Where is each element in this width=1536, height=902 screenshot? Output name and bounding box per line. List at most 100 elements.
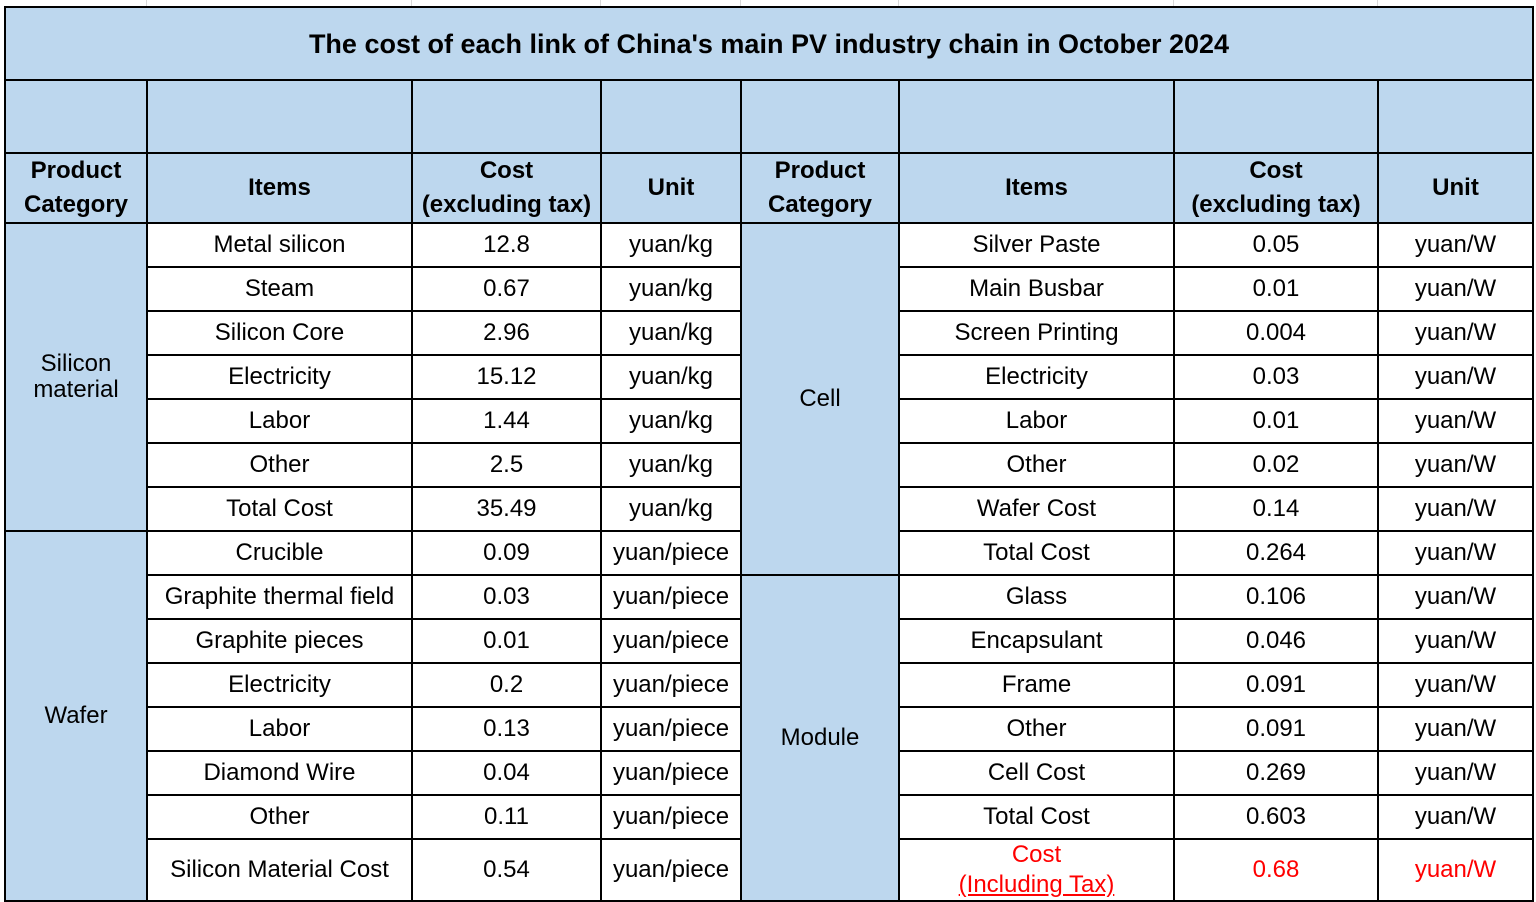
unit-cell[interactable]: yuan/piece	[600, 574, 742, 620]
item-cell[interactable]: Total Cost	[146, 486, 413, 532]
unit-cell[interactable]: yuan/piece	[600, 838, 742, 902]
cost-cell[interactable]: 0.269	[1173, 750, 1379, 796]
unit-cell[interactable]: yuan/kg	[600, 486, 742, 532]
unit-cell[interactable]: yuan/W	[1376, 618, 1535, 664]
cost-cell[interactable]: 0.05	[1173, 222, 1379, 268]
cost-cell[interactable]: 0.67	[411, 266, 602, 312]
unit-cell[interactable]: yuan/piece	[600, 794, 742, 840]
item-cell[interactable]: Cell Cost	[898, 750, 1175, 796]
cost-cell[interactable]: 0.14	[1173, 486, 1379, 532]
unit-cell[interactable]: yuan/piece	[600, 662, 742, 708]
item-cell[interactable]: Labor	[146, 398, 413, 444]
cost-cell[interactable]: 0.03	[1173, 354, 1379, 400]
unit-cell[interactable]: yuan/kg	[600, 222, 742, 268]
cost-cell[interactable]: 0.004	[1173, 310, 1379, 356]
item-cell[interactable]: Electricity	[146, 662, 413, 708]
unit-cell[interactable]: yuan/kg	[600, 354, 742, 400]
unit-cell[interactable]: yuan/W	[1376, 398, 1535, 444]
item-cell[interactable]: Main Busbar	[898, 266, 1175, 312]
cost-cell[interactable]: 2.5	[411, 442, 602, 488]
header-items-right[interactable]: Items	[898, 152, 1175, 224]
item-cell[interactable]: Screen Printing	[898, 310, 1175, 356]
cost-cell[interactable]: 0.13	[411, 706, 602, 752]
item-cell[interactable]: Frame	[898, 662, 1175, 708]
item-cell[interactable]: Labor	[898, 398, 1175, 444]
header-cost-right[interactable]: Cost (excluding tax)	[1173, 152, 1379, 224]
unit-cell[interactable]: yuan/W	[1376, 794, 1535, 840]
cost-cell[interactable]: 0.11	[411, 794, 602, 840]
cost-cell[interactable]: 0.603	[1173, 794, 1379, 840]
cost-cell[interactable]: 0.264	[1173, 530, 1379, 576]
table-cell[interactable]	[1376, 79, 1535, 154]
item-cell[interactable]: Glass	[898, 574, 1175, 620]
unit-cell[interactable]: yuan/kg	[600, 442, 742, 488]
item-cell[interactable]: Electricity	[898, 354, 1175, 400]
item-cell[interactable]: Other	[898, 442, 1175, 488]
item-cell[interactable]: Wafer Cost	[898, 486, 1175, 532]
header-items-left[interactable]: Items	[146, 152, 413, 224]
header-product-category-left[interactable]: Product Category	[4, 152, 148, 224]
table-cell[interactable]	[4, 79, 148, 154]
unit-cell[interactable]: yuan/piece	[600, 750, 742, 796]
unit-cell[interactable]: yuan/W	[1376, 442, 1535, 488]
table-cell[interactable]	[600, 79, 742, 154]
item-cell[interactable]: Graphite thermal field	[146, 574, 413, 620]
item-cell[interactable]: Steam	[146, 266, 413, 312]
cost-cell[interactable]: 0.01	[1173, 266, 1379, 312]
header-cost-left[interactable]: Cost (excluding tax)	[411, 152, 602, 224]
cost-cell[interactable]: 0.09	[411, 530, 602, 576]
category-cell[interactable]: Cell	[740, 222, 900, 576]
item-cell[interactable]: Total Cost	[898, 794, 1175, 840]
item-cell[interactable]: Encapsulant	[898, 618, 1175, 664]
item-cell[interactable]: Labor	[146, 706, 413, 752]
cost-cell[interactable]: 0.04	[411, 750, 602, 796]
unit-cell-including-tax[interactable]: yuan/W	[1376, 838, 1535, 902]
cost-cell[interactable]: 0.106	[1173, 574, 1379, 620]
unit-cell[interactable]: yuan/piece	[600, 618, 742, 664]
unit-cell[interactable]: yuan/W	[1376, 486, 1535, 532]
unit-cell[interactable]: yuan/W	[1376, 706, 1535, 752]
table-title[interactable]: The cost of each link of China's main PV…	[3, 6, 1535, 81]
header-unit-right[interactable]: Unit	[1376, 152, 1535, 224]
cost-cell[interactable]: 12.8	[411, 222, 602, 268]
table-cell[interactable]	[411, 79, 602, 154]
unit-cell[interactable]: yuan/W	[1376, 354, 1535, 400]
cost-cell[interactable]: 0.091	[1173, 706, 1379, 752]
cost-cell[interactable]: 0.01	[1173, 398, 1379, 444]
unit-cell[interactable]: yuan/W	[1376, 310, 1535, 356]
table-cell[interactable]	[740, 79, 900, 154]
cost-cell[interactable]: 0.2	[411, 662, 602, 708]
cost-cell[interactable]: 15.12	[411, 354, 602, 400]
item-cell[interactable]: Diamond Wire	[146, 750, 413, 796]
cost-cell[interactable]: 0.03	[411, 574, 602, 620]
category-wafer[interactable]: Wafer	[4, 530, 148, 902]
unit-cell[interactable]: yuan/W	[1376, 266, 1535, 312]
cost-cell[interactable]: 2.96	[411, 310, 602, 356]
cost-cell[interactable]: 0.046	[1173, 618, 1379, 664]
category-silicon-material[interactable]: Silicon material	[4, 222, 148, 532]
header-product-category-right[interactable]: Product Category	[740, 152, 900, 224]
item-cell[interactable]: Graphite pieces	[146, 618, 413, 664]
item-cell[interactable]: Crucible	[146, 530, 413, 576]
category-module[interactable]: Module	[740, 574, 900, 902]
cost-cell[interactable]: 0.54	[411, 838, 602, 902]
unit-cell[interactable]: yuan/W	[1376, 750, 1535, 796]
header-unit-left[interactable]: Unit	[600, 152, 742, 224]
table-cell[interactable]	[146, 79, 413, 154]
item-cell-including-tax[interactable]: Cost (Including Tax)	[898, 838, 1175, 902]
item-cell[interactable]: Metal silicon	[146, 222, 413, 268]
item-cell[interactable]: Other	[146, 442, 413, 488]
table-cell[interactable]	[898, 79, 1175, 154]
unit-cell[interactable]: yuan/W	[1376, 662, 1535, 708]
cost-cell[interactable]: 0.02	[1173, 442, 1379, 488]
item-cell[interactable]: Other	[146, 794, 413, 840]
unit-cell[interactable]: yuan/kg	[600, 266, 742, 312]
cost-cell[interactable]: 35.49	[411, 486, 602, 532]
unit-cell[interactable]: yuan/kg	[600, 310, 742, 356]
cost-cell[interactable]: 0.01	[411, 618, 602, 664]
cost-cell[interactable]: 0.091	[1173, 662, 1379, 708]
item-cell[interactable]: Total Cost	[898, 530, 1175, 576]
unit-cell[interactable]: yuan/piece	[600, 706, 742, 752]
cost-cell[interactable]: 1.44	[411, 398, 602, 444]
item-cell[interactable]: Electricity	[146, 354, 413, 400]
